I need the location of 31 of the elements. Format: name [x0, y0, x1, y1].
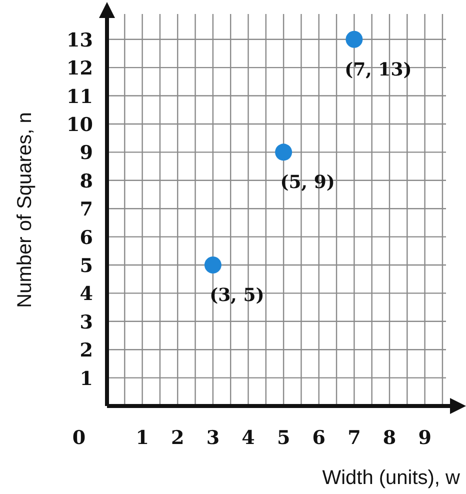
data-label: (3, 5) [210, 284, 264, 306]
x-axis-title: Width (units), w [322, 467, 461, 489]
x-tick-label: 3 [206, 427, 220, 449]
y-tick-label: 12 [66, 58, 93, 80]
point [275, 144, 292, 161]
y-tick-label: 4 [80, 283, 93, 306]
x-tick-label: 6 [312, 427, 326, 449]
x-tick-label: 5 [276, 427, 290, 449]
y-tick-label: 11 [66, 86, 93, 108]
x-tick-label: 7 [348, 427, 361, 449]
point [346, 30, 363, 48]
y-tick-label: 3 [80, 311, 93, 334]
point [204, 256, 222, 274]
y-tick-label: 7 [80, 198, 93, 221]
y-tick-label: 2 [80, 340, 93, 362]
y-tick-label: 8 [80, 170, 93, 192]
x-tick-label: 8 [382, 427, 396, 449]
x-tick-label: 4 [242, 427, 255, 449]
y-axis-title: Number of Squares, n [14, 112, 36, 308]
y-tick-label: 6 [80, 226, 93, 249]
x-tick-label: 1 [136, 427, 149, 449]
y-tick-label: 5 [80, 254, 93, 277]
text: 0 [72, 427, 86, 449]
y-tick-label: 10 [66, 114, 93, 136]
data-label: (7, 13) [344, 59, 412, 80]
y-tick-label: 13 [66, 29, 93, 52]
y-tick-label: 1 [80, 368, 93, 390]
x-tick-label: 9 [418, 427, 432, 449]
y-tick-label: 9 [80, 142, 93, 164]
data-label: (5, 9) [280, 172, 335, 194]
x-tick-label: 2 [171, 427, 184, 449]
